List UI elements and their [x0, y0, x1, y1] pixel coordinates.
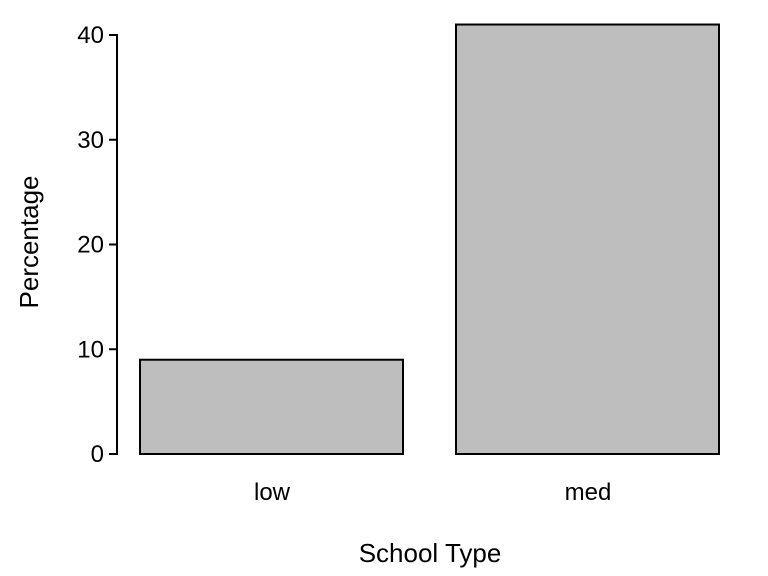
y-tick-label-20: 20 — [77, 232, 104, 259]
y-tick-label-10: 10 — [77, 336, 104, 363]
bar-low — [139, 358, 404, 456]
x-tick-label-med: med — [565, 479, 612, 506]
y-tick-label-0: 0 — [91, 441, 104, 468]
y-axis: 0 10 20 30 40 — [77, 22, 118, 468]
bars-layer — [139, 23, 720, 456]
x-axis: low med — [254, 479, 611, 506]
y-tick-label-30: 30 — [77, 127, 104, 154]
x-axis-title: School Type — [359, 538, 502, 568]
y-tick-label-40: 40 — [77, 22, 104, 49]
bar-med — [455, 23, 720, 456]
y-axis-title: Percentage — [14, 176, 44, 309]
x-tick-label-low: low — [254, 479, 291, 506]
